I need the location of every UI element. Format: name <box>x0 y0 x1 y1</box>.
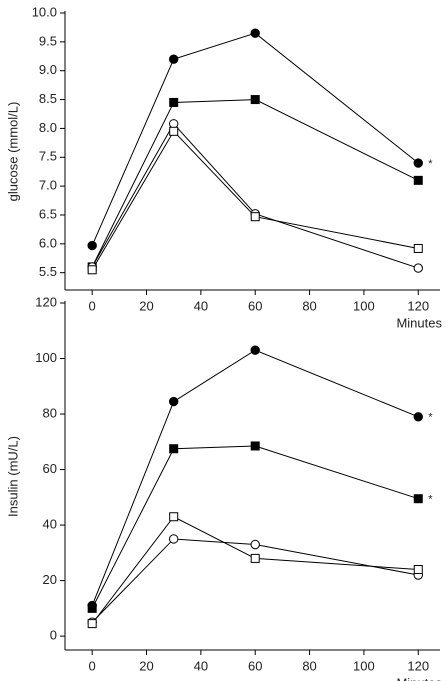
x-tick-label: 80 <box>302 658 316 673</box>
x-tick-label: 0 <box>89 658 96 673</box>
y-axis-label: glucose (mmol/L) <box>5 102 20 202</box>
y-tick-label: 5.5 <box>39 264 57 279</box>
y-tick-label: 0 <box>50 628 57 643</box>
y-tick-label: 8.5 <box>39 91 57 106</box>
marker-square <box>169 512 179 522</box>
y-tick-label: 120 <box>35 294 57 309</box>
marker-circle <box>168 119 179 129</box>
series-line <box>91 130 419 271</box>
marker-square <box>87 603 97 613</box>
annotation: * <box>428 494 433 506</box>
marker-square <box>87 619 97 629</box>
marker-circle <box>413 412 423 422</box>
marker-square <box>413 243 423 253</box>
marker-circle <box>168 534 179 544</box>
y-tick-label: 20 <box>43 572 57 587</box>
series-line <box>91 122 419 269</box>
x-tick-label: 60 <box>248 298 262 313</box>
marker-square <box>413 564 423 574</box>
marker-square <box>413 175 423 185</box>
marker-square <box>250 212 260 222</box>
annotation: * <box>428 158 433 170</box>
marker-square <box>413 494 423 504</box>
y-tick-label: 60 <box>43 461 57 476</box>
marker-circle <box>413 263 423 273</box>
marker-square <box>169 97 179 107</box>
x-tick-label: 120 <box>407 298 429 313</box>
series-line <box>91 538 419 623</box>
x-tick-label: 100 <box>353 298 375 313</box>
series-line <box>91 516 419 624</box>
y-tick-label: 100 <box>35 350 57 365</box>
marker-square <box>169 444 179 454</box>
y-tick-label: 40 <box>43 517 57 532</box>
marker-circle <box>250 28 260 38</box>
marker-square <box>169 126 179 136</box>
y-tick-label: 6.0 <box>39 235 57 250</box>
marker-square <box>250 95 260 105</box>
marker-square <box>87 265 97 275</box>
x-tick-label: 40 <box>194 298 208 313</box>
x-tick-label: 0 <box>89 298 96 313</box>
marker-circle <box>168 54 179 64</box>
series-line <box>91 32 419 246</box>
y-tick-label: 8.0 <box>39 120 57 135</box>
marker-circle <box>87 240 97 251</box>
y-tick-label: 80 <box>43 405 57 420</box>
x-tick-label: 100 <box>353 658 375 673</box>
marker-circle <box>250 345 260 355</box>
x-tick-label: 20 <box>139 298 153 313</box>
y-axis-label: Insulin (mU/L) <box>5 436 20 517</box>
x-axis-label: Minutes <box>396 675 442 681</box>
y-tick-label: 7.0 <box>39 178 57 193</box>
series-line <box>91 99 419 268</box>
y-tick-label: 10.0 <box>32 4 57 19</box>
series-line <box>91 445 419 609</box>
y-tick-label: 6.5 <box>39 206 57 221</box>
series-line <box>91 349 419 606</box>
x-axis-label: Minutes <box>396 315 442 330</box>
marker-circle <box>168 396 179 407</box>
y-tick-label: 7.5 <box>39 149 57 164</box>
marker-square <box>250 441 260 451</box>
x-tick-label: 60 <box>248 658 262 673</box>
annotation: * <box>428 412 433 424</box>
marker-square <box>250 553 260 563</box>
x-tick-label: 20 <box>139 658 153 673</box>
marker-circle <box>250 539 260 550</box>
x-tick-label: 120 <box>407 658 429 673</box>
y-tick-label: 9.5 <box>39 33 57 48</box>
y-tick-label: 9.0 <box>39 62 57 77</box>
x-tick-label: 80 <box>302 298 316 313</box>
marker-circle <box>413 158 423 168</box>
x-tick-label: 40 <box>194 658 208 673</box>
